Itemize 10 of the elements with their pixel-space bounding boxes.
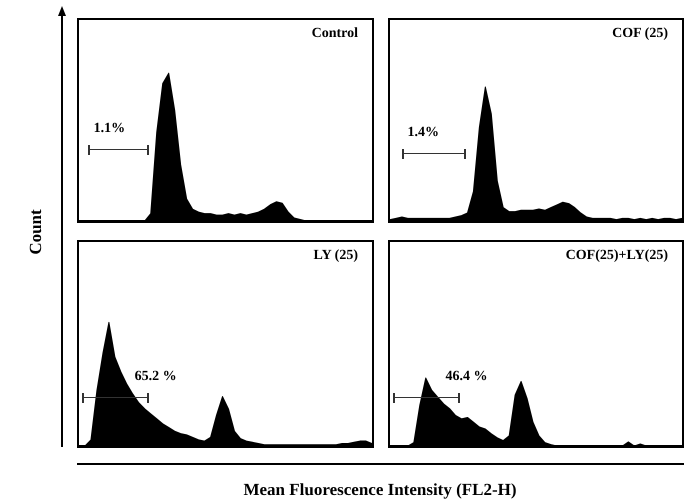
chart-title: COF (25) xyxy=(612,26,668,42)
chart-title: Control xyxy=(312,26,358,42)
annotation: 1.1% xyxy=(94,120,126,137)
x-axis-title: Mean Fluorescence Intensity (FL2-H) xyxy=(243,480,517,500)
chart-title: LY (25) xyxy=(314,248,358,264)
annotation: 46.4 % xyxy=(445,368,488,385)
chart-title: COF(25)+LY(25) xyxy=(566,248,668,264)
y-axis-title: Count xyxy=(26,209,46,255)
annotation: 65.2 % xyxy=(134,368,177,385)
annotation: 1.4% xyxy=(408,124,440,141)
